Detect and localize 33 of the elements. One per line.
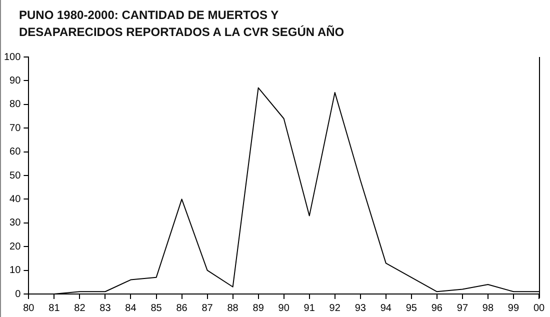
x-tick-label: 97	[456, 302, 468, 314]
x-tick-label: 87	[202, 302, 214, 314]
x-tick-label: 85	[150, 302, 162, 314]
x-tick-label: 91	[304, 302, 316, 314]
x-tick-label: 80	[23, 302, 35, 314]
x-tick-label: 93	[354, 302, 366, 314]
y-tick-label: 100	[4, 52, 22, 63]
x-tick-label: 82	[74, 302, 86, 314]
y-tick-label: 30	[10, 218, 22, 229]
y-tick-label: 20	[10, 241, 22, 252]
x-tick-label: 99	[508, 302, 520, 314]
y-tick-label: 40	[10, 194, 22, 205]
chart-title: PUNO 1980-2000: CANTIDAD DE MUERTOS Y DESAPARECIDOS REPORTADOS A LA CVR SEGÚN AÑO	[19, 7, 346, 41]
x-tick-label: 00	[533, 302, 545, 314]
x-tick-label: 98	[482, 302, 494, 314]
x-tick-label: 92	[329, 302, 341, 314]
y-tick-label: 70	[10, 122, 22, 134]
x-tick-label: 83	[100, 302, 112, 314]
y-tick-label: 90	[10, 75, 22, 86]
x-tick-label: 84	[125, 302, 137, 314]
x-tick-label: 86	[176, 302, 188, 314]
y-tick-label: 50	[10, 170, 22, 182]
x-tick-label: 95	[406, 302, 418, 314]
x-tick-label: 88	[227, 302, 239, 314]
y-tick-label: 60	[10, 146, 22, 158]
y-tick-label: 0	[15, 288, 22, 300]
x-tick-label: 94	[380, 302, 392, 314]
y-tick-label: 80	[10, 99, 22, 110]
x-tick-label: 89	[252, 302, 264, 314]
x-tick-label: 96	[431, 302, 443, 314]
y-tick-label: 10	[10, 265, 22, 276]
x-tick-label: 81	[48, 302, 60, 314]
x-tick-label: 90	[278, 302, 290, 314]
